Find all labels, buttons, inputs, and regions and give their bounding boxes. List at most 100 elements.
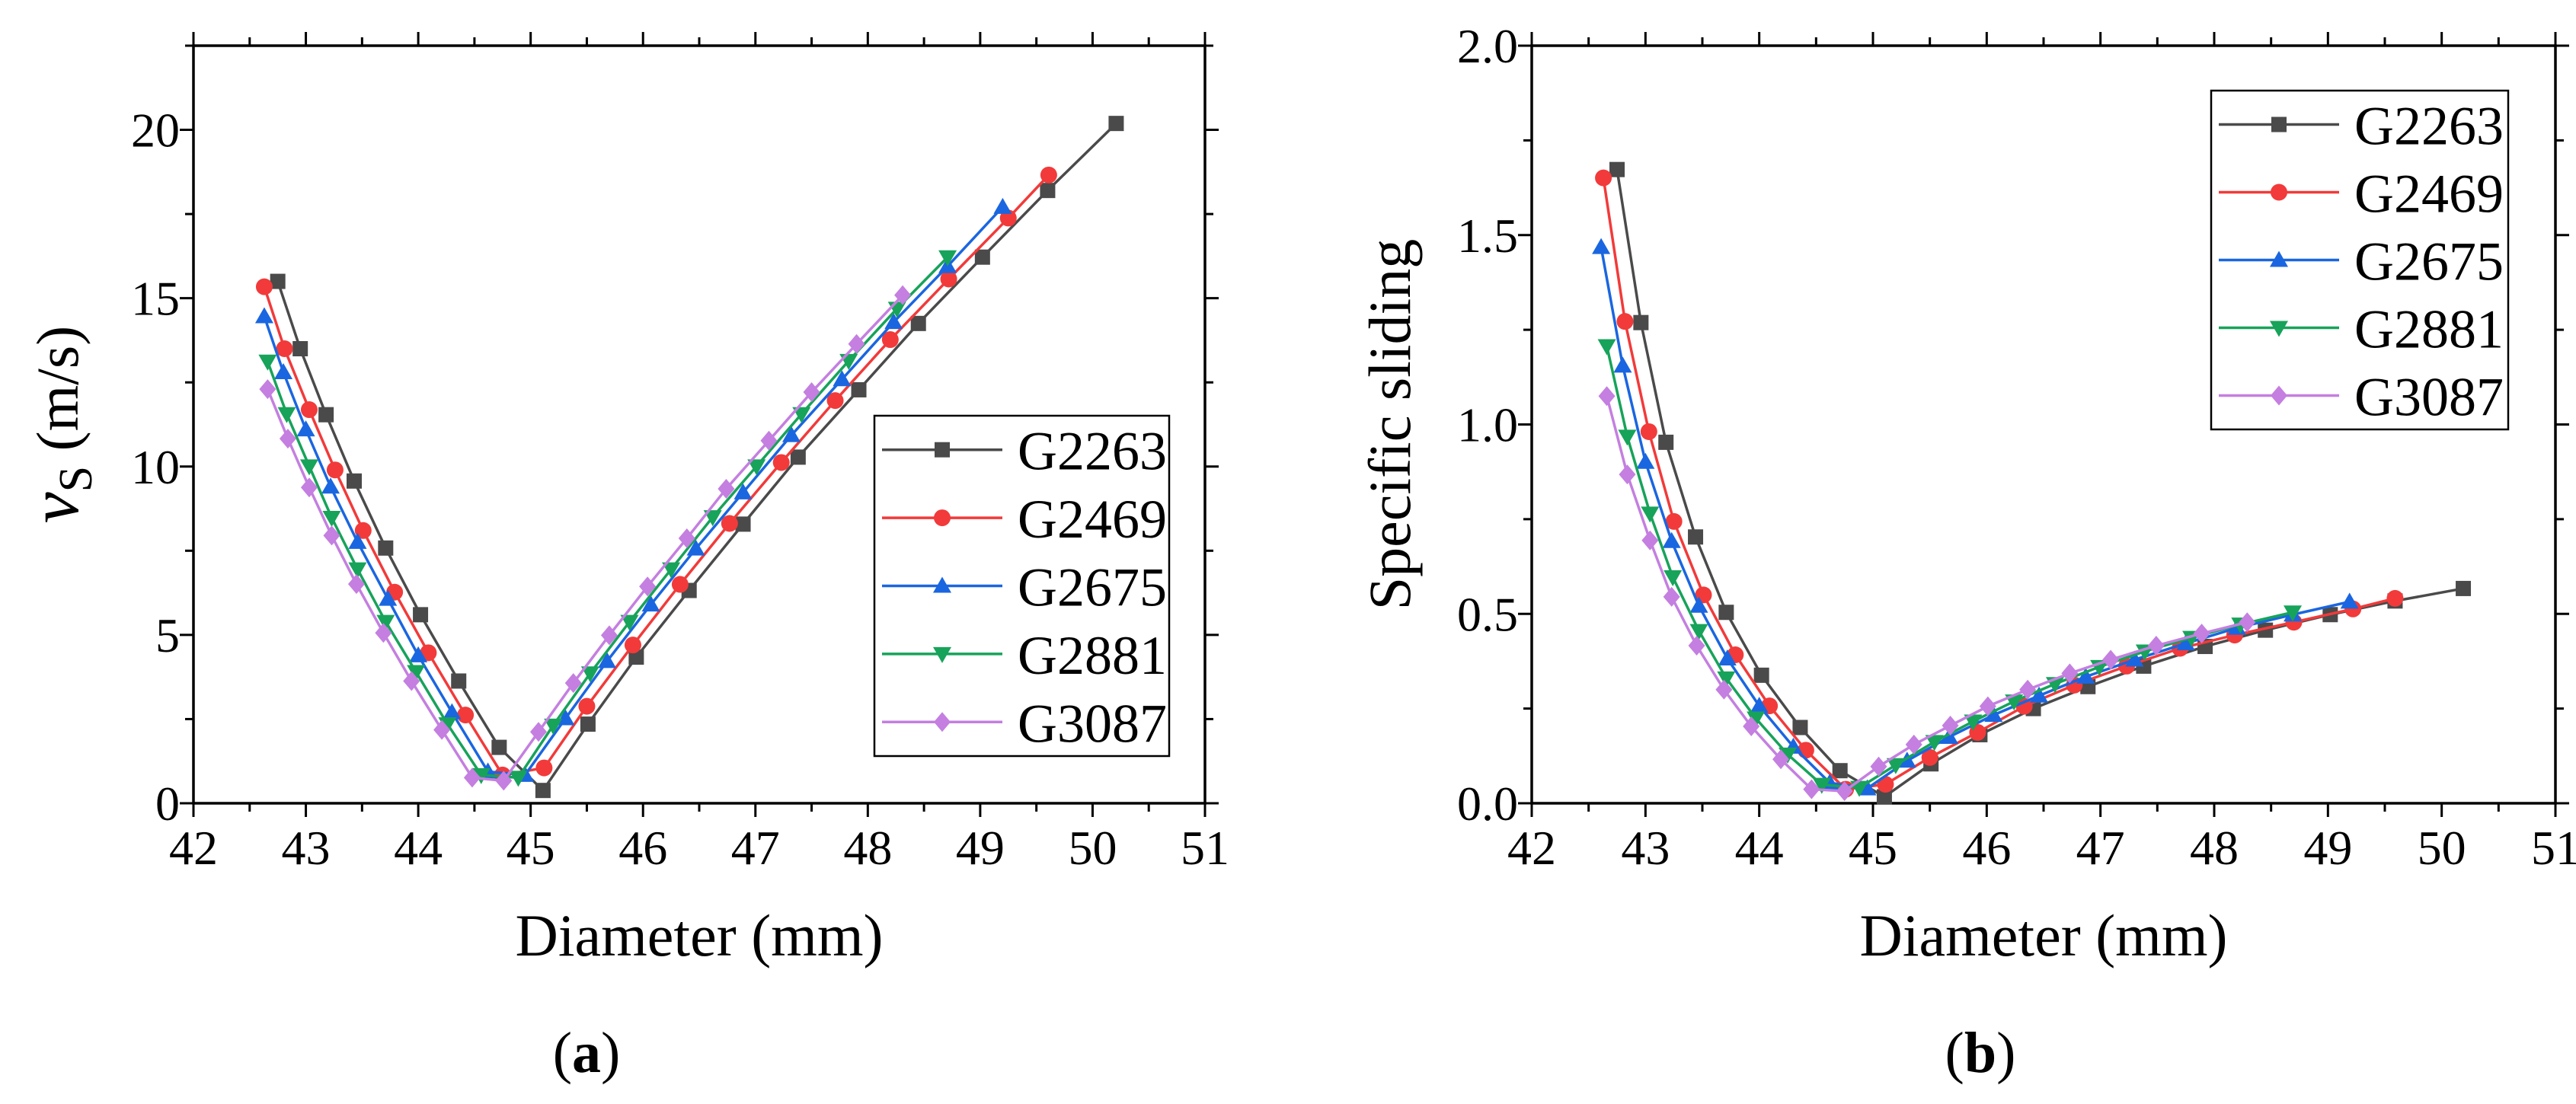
series-line (266, 294, 904, 783)
data-point (1812, 777, 1831, 794)
series-g2263 (1609, 161, 2472, 805)
data-point (1613, 356, 1632, 373)
data-point (1792, 720, 1808, 735)
data-point (279, 429, 296, 449)
series-line (266, 256, 949, 780)
y-axis-title: vS (m/s) (15, 326, 102, 523)
data-point (2125, 650, 2144, 667)
data-point (2340, 592, 2359, 609)
data-point (1779, 747, 1797, 764)
data-point (848, 333, 865, 354)
caption-label: b (1964, 1021, 1996, 1085)
x-tick-label: 48 (2190, 821, 2239, 875)
series-line (1602, 177, 2395, 791)
data-point (624, 637, 641, 654)
y-tick-label: 15 (131, 272, 180, 326)
legend-marker (2270, 250, 2288, 267)
data-point (1618, 429, 1637, 446)
data-point (718, 478, 735, 499)
data-point (974, 249, 990, 265)
legend-marker (2271, 385, 2287, 406)
data-point (276, 340, 293, 357)
data-point (2061, 663, 2079, 684)
y-tick-label: 0 (155, 777, 180, 831)
data-point (1689, 596, 1708, 613)
legend-marker (2271, 183, 2287, 201)
data-point (781, 426, 801, 442)
data-point (1598, 386, 1616, 407)
data-point (1979, 696, 1996, 716)
data-point (254, 307, 273, 324)
data-point (1940, 727, 1959, 744)
data-point (580, 716, 596, 732)
y-tick-label: 5 (155, 608, 180, 662)
legend-label: G2675 (2354, 231, 2504, 292)
data-point (940, 270, 957, 288)
data-point (910, 315, 926, 331)
data-point (2239, 612, 2256, 633)
x-tick-label: 50 (1068, 821, 1117, 875)
x-tick-label: 51 (2531, 821, 2576, 875)
x-axis-title: Diameter (mm) (516, 902, 884, 968)
data-point (1688, 529, 1704, 545)
data-point (491, 739, 507, 755)
legend-label: G2881 (1018, 625, 1167, 686)
legend-marker (2271, 116, 2287, 132)
legend-marker (934, 712, 951, 732)
data-point (735, 516, 751, 532)
y-tick-label: 10 (131, 440, 180, 494)
data-point (772, 454, 790, 471)
data-point (529, 722, 547, 742)
data-point (2030, 686, 2049, 703)
data-point (703, 510, 722, 527)
data-point (1772, 749, 1790, 770)
y-axis-title-unit: (m/s) (24, 326, 91, 466)
data-point (790, 449, 806, 465)
y-tick-label: 1.5 (1457, 209, 1518, 263)
data-point (2176, 634, 2195, 651)
legend-label: G2469 (1018, 489, 1167, 550)
data-point (662, 562, 681, 579)
data-point (639, 576, 657, 597)
data-point (578, 697, 596, 715)
data-point (803, 382, 820, 403)
data-point (1609, 161, 1625, 177)
data-point (826, 392, 844, 410)
data-point (1718, 605, 1734, 621)
data-point (409, 646, 428, 662)
data-point (1658, 434, 1674, 450)
data-point (1718, 649, 1737, 665)
x-tick-label: 50 (2418, 821, 2466, 875)
data-point (1641, 530, 1659, 550)
x-tick-label: 47 (2076, 821, 2125, 875)
data-point (544, 718, 563, 735)
y-axis-title-subscript: S (50, 466, 102, 492)
data-point (2193, 624, 2210, 644)
data-point (300, 477, 318, 498)
data-point (535, 759, 553, 777)
data-point (274, 362, 293, 379)
data-point (535, 783, 551, 799)
y-tick-label: 0.0 (1457, 777, 1518, 831)
series-line (1600, 247, 2351, 790)
series-g2881 (1597, 339, 2303, 797)
data-point (1984, 706, 2003, 723)
y-tick-label: 1.0 (1457, 398, 1518, 452)
x-tick-label: 51 (1181, 821, 1229, 875)
caption-open: ( (1945, 1021, 1964, 1085)
legend-item: G3087 (882, 693, 1167, 754)
data-point (2102, 649, 2120, 670)
data-point (1641, 506, 1660, 523)
data-point (721, 515, 738, 532)
legend-label: G3087 (1018, 693, 1167, 754)
caption-open: ( (553, 1021, 572, 1085)
legend-item: G2881 (2219, 299, 2504, 360)
data-point (326, 461, 344, 479)
data-point (1040, 166, 1057, 183)
legend-item: G2263 (882, 421, 1167, 482)
x-tick-label: 49 (2303, 821, 2352, 875)
data-point (292, 341, 308, 356)
x-tick-label: 45 (507, 821, 555, 875)
data-point (678, 528, 695, 548)
